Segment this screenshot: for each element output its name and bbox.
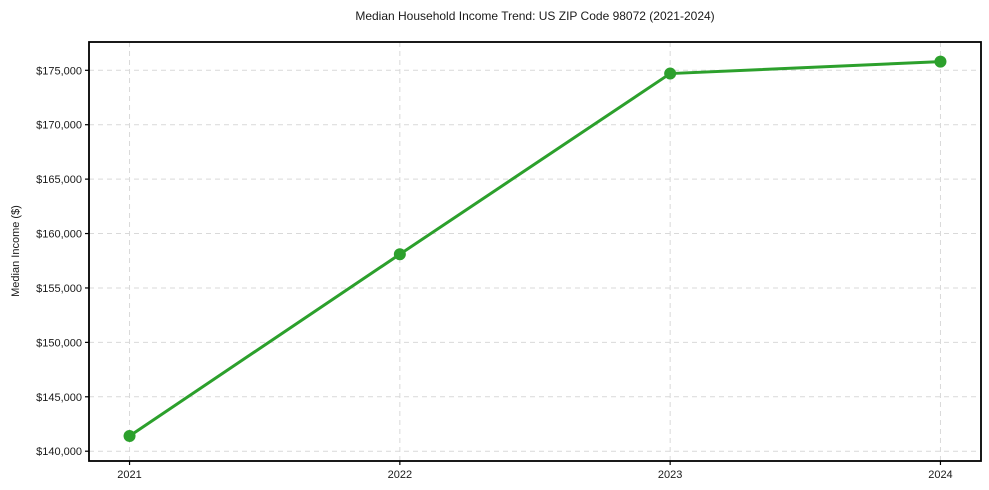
x-tick-label: 2021	[117, 469, 141, 481]
y-tick-label: $145,000	[36, 392, 82, 404]
data-point-marker	[393, 248, 406, 261]
y-tick-label: $150,000	[36, 337, 82, 349]
y-tick-label: $155,000	[36, 283, 82, 295]
y-tick-label: $160,000	[36, 229, 82, 241]
y-tick-label: $165,000	[36, 174, 82, 186]
y-tick-label: $170,000	[36, 120, 82, 132]
y-tick-label: $175,000	[36, 65, 82, 77]
x-tick-label: 2023	[658, 469, 682, 481]
data-point-marker	[123, 429, 136, 442]
x-tick-label: 2024	[928, 469, 952, 481]
x-tick-label: 2022	[388, 469, 412, 481]
trend-line	[128, 60, 942, 438]
plot-border	[88, 41, 982, 462]
data-point-marker	[934, 55, 947, 68]
data-point-marker	[664, 67, 677, 80]
y-tick-label: $140,000	[36, 446, 82, 458]
chart-title: Median Household Income Trend: US ZIP Co…	[355, 9, 715, 23]
